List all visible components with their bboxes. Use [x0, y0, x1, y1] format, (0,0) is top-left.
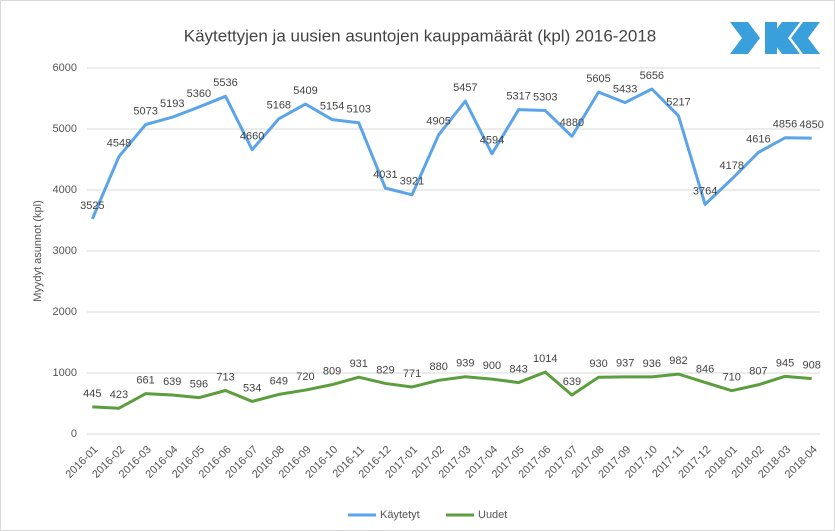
data-label: 4031	[373, 169, 397, 181]
data-label: 661	[136, 375, 154, 387]
data-label: 3764	[693, 185, 717, 197]
data-label: 4850	[799, 119, 823, 131]
y-tick-label: 0	[71, 428, 77, 440]
data-label: 423	[110, 389, 128, 401]
data-label: 771	[403, 368, 421, 380]
data-label: 4660	[240, 131, 264, 143]
legend-label: Käytetyt	[380, 509, 420, 521]
data-label: 720	[296, 371, 314, 383]
data-label: 5605	[586, 73, 610, 85]
data-label: 5536	[213, 77, 237, 89]
legend-label: Uudet	[478, 509, 507, 521]
data-label: 534	[243, 382, 261, 394]
data-label: 900	[483, 360, 501, 372]
data-label: 809	[323, 366, 341, 378]
data-label: 846	[696, 363, 714, 375]
data-label: 5154	[320, 101, 344, 113]
data-label: 5409	[293, 85, 317, 97]
data-label: 3921	[400, 176, 424, 188]
data-label: 937	[616, 358, 634, 370]
data-label: 931	[350, 358, 368, 370]
data-label: 5656	[640, 70, 664, 82]
logo	[730, 22, 820, 54]
chart-title: Käytettyjen ja uusien asuntojen kauppamä…	[184, 26, 657, 45]
y-axis-label: Myydyt asunnot (kpl)	[32, 200, 44, 301]
data-label: 829	[376, 364, 394, 376]
data-label: 4548	[107, 137, 131, 149]
data-label: 5360	[187, 88, 211, 100]
data-label: 936	[643, 358, 661, 370]
data-label: 5217	[666, 97, 690, 109]
data-label: 4616	[746, 133, 770, 145]
data-label: 5193	[160, 98, 184, 110]
data-label: 5073	[133, 105, 157, 117]
y-tick-label: 1000	[53, 367, 77, 379]
data-label: 807	[749, 366, 767, 378]
data-label: 5317	[506, 91, 530, 103]
data-label: 908	[802, 360, 820, 372]
y-tick-label: 3000	[53, 245, 77, 257]
data-label: 5433	[613, 83, 637, 95]
y-tick-label: 2000	[53, 306, 77, 318]
data-label: 596	[190, 379, 208, 391]
data-label: 4905	[426, 116, 450, 128]
data-label: 4178	[720, 160, 744, 172]
data-label: 982	[669, 355, 687, 367]
data-label: 639	[563, 376, 581, 388]
data-label: 930	[589, 358, 607, 370]
data-label: 713	[216, 371, 234, 383]
data-label: 4594	[480, 135, 504, 147]
data-label: 639	[163, 376, 181, 388]
data-label: 1014	[533, 353, 557, 365]
y-tick-label: 6000	[53, 62, 77, 74]
data-label: 4856	[773, 119, 797, 131]
data-label: 5457	[453, 82, 477, 94]
data-label: 5168	[267, 100, 291, 112]
y-tick-label: 5000	[53, 123, 77, 135]
data-label: 710	[723, 372, 741, 384]
data-label: 843	[509, 363, 527, 375]
data-label: 4880	[560, 117, 584, 129]
data-label: 5303	[533, 91, 557, 103]
y-tick-label: 4000	[53, 184, 77, 196]
data-label: 649	[270, 375, 288, 387]
line	[90, 87, 812, 220]
data-label: 5103	[347, 104, 371, 116]
data-label: 939	[456, 358, 474, 370]
line	[92, 370, 812, 410]
data-label: 3525	[80, 200, 104, 212]
data-label: 880	[429, 361, 447, 373]
data-label: 945	[776, 357, 794, 369]
data-label: 445	[83, 388, 101, 400]
